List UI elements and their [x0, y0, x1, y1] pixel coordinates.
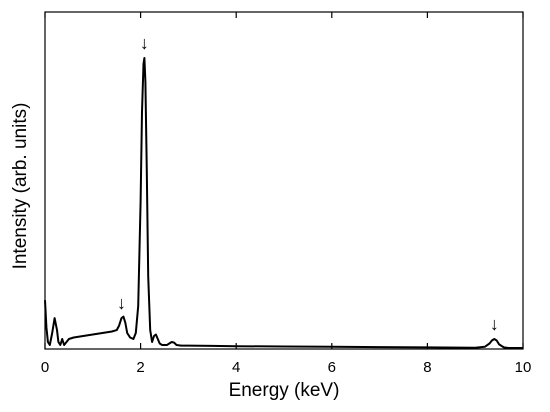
x-tick-label: 4: [232, 359, 240, 376]
peak-arrow: ↓: [117, 293, 126, 313]
x-tick-label: 6: [328, 359, 336, 376]
plot-frame: [44, 11, 524, 350]
x-tick-label: 8: [423, 359, 431, 376]
spectrum-line: [44, 57, 523, 349]
x-axis-title: Energy (keV): [229, 380, 340, 401]
y-axis-title: Intensity (arb. units): [10, 103, 31, 270]
x-tick-label: 10: [515, 359, 532, 376]
x-tick-label: 2: [136, 359, 144, 376]
x-tick-label: 0: [41, 359, 49, 376]
peak-arrow: ↓: [490, 314, 499, 334]
peak-arrow: ↓: [140, 33, 149, 53]
plot-area: 0 2 4 6 8 10 ↓ ↓ ↓: [41, 11, 532, 376]
